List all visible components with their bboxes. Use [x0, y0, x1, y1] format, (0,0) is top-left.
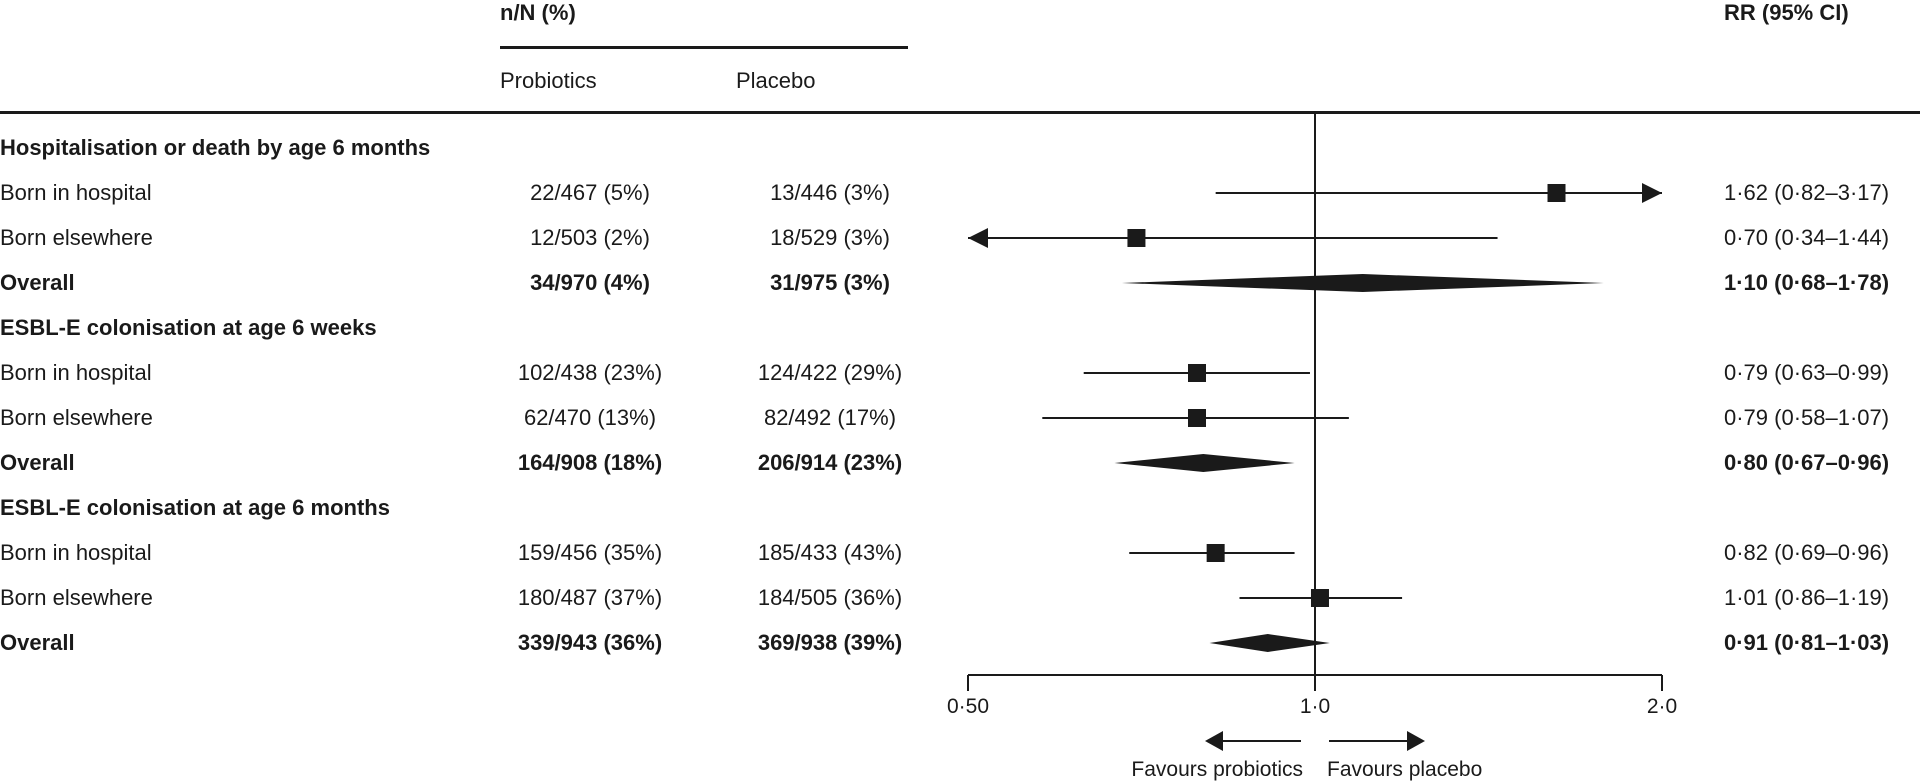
- rr-value: 1·10 (0·68–1·78): [1724, 270, 1890, 295]
- ci-arrow-right: [1642, 183, 1662, 203]
- favours-placebo-label: Favours placebo: [1327, 758, 1482, 781]
- row-label: Born elsewhere: [0, 405, 153, 430]
- probiotics-header: Probiotics: [500, 68, 597, 93]
- placebo-value: 124/422 (29%): [757, 360, 903, 385]
- section-title: ESBL-E colonisation at age 6 months: [0, 495, 390, 520]
- placebo-value: 18/529 (3%): [770, 225, 890, 250]
- probiotics-value: 34/970 (4%): [530, 270, 650, 295]
- favours-probiotics-label: Favours probiotics: [1131, 758, 1303, 781]
- probiotics-value: 102/438 (23%): [517, 360, 663, 385]
- probiotics-value: 339/943 (36%): [517, 630, 663, 655]
- rr-value: 0·79 (0·58–1·07): [1724, 405, 1890, 430]
- probiotics-value: 22/467 (5%): [530, 180, 650, 205]
- point-estimate: [1310, 589, 1329, 607]
- placebo-value: 31/975 (3%): [770, 270, 890, 295]
- overall-diamond: [1209, 634, 1330, 652]
- point-estimate: [1127, 229, 1146, 247]
- ci-arrow-left: [968, 228, 988, 248]
- row-label: Overall: [0, 270, 75, 295]
- section-title: Hospitalisation or death by age 6 months: [0, 135, 431, 160]
- rr-value: 0·82 (0·69–0·96): [1724, 540, 1890, 565]
- rr-value: 1·01 (0·86–1·19): [1724, 585, 1890, 610]
- rr-value: 1·62 (0·82–3·17): [1724, 180, 1890, 205]
- row-label: Born in hospital: [0, 360, 152, 385]
- row-label: Born in hospital: [0, 180, 152, 205]
- placebo-header: Placebo: [736, 68, 816, 93]
- point-estimate: [1187, 364, 1206, 382]
- rr-header: RR (95% CI): [1724, 0, 1849, 25]
- point-estimate: [1206, 544, 1225, 562]
- probiotics-value: 164/908 (18%): [517, 450, 663, 475]
- placebo-value: 82/492 (17%): [763, 405, 897, 430]
- rr-value: 0·91 (0·81–1·03): [1724, 630, 1890, 655]
- rr-value: 0·70 (0·34–1·44): [1724, 225, 1890, 250]
- row-label: Born elsewhere: [0, 225, 153, 250]
- placebo-value: 206/914 (23%): [757, 450, 903, 475]
- favours-right-arrowhead: [1407, 731, 1425, 751]
- placebo-value: 184/505 (36%): [757, 585, 903, 610]
- placebo-value: 13/446 (3%): [770, 180, 890, 205]
- row-label: Overall: [0, 450, 75, 475]
- favours-left-arrowhead: [1205, 731, 1223, 751]
- probiotics-value: 159/456 (35%): [517, 540, 663, 565]
- row-label: Born in hospital: [0, 540, 152, 565]
- overall-diamond: [1114, 454, 1295, 472]
- header-underline: [500, 46, 908, 49]
- x-tick-label: 1·0: [1300, 695, 1330, 718]
- table-top-rule: [0, 111, 1920, 114]
- probiotics-value: 62/470 (13%): [523, 405, 657, 430]
- probiotics-value: 180/487 (37%): [517, 585, 663, 610]
- nN-header: n/N (%): [500, 0, 576, 25]
- point-estimate: [1187, 409, 1206, 427]
- overall-diamond: [1121, 274, 1604, 292]
- x-tick-label: 0·50: [947, 695, 989, 718]
- probiotics-value: 12/503 (2%): [530, 225, 650, 250]
- x-tick-label: 2·0: [1647, 695, 1677, 718]
- section-title: ESBL-E colonisation at age 6 weeks: [0, 315, 377, 340]
- row-label: Born elsewhere: [0, 585, 153, 610]
- placebo-value: 185/433 (43%): [757, 540, 903, 565]
- rr-value: 0·80 (0·67–0·96): [1724, 450, 1890, 475]
- row-label: Overall: [0, 630, 75, 655]
- rr-value: 0·79 (0·63–0·99): [1724, 360, 1890, 385]
- placebo-value: 369/938 (39%): [757, 630, 903, 655]
- point-estimate: [1547, 184, 1566, 202]
